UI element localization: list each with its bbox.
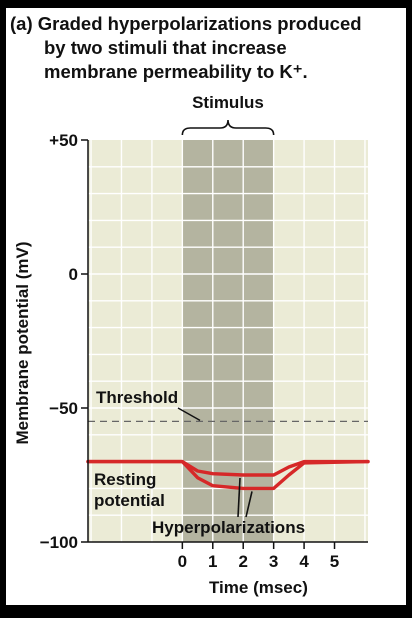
x-tick-labels: 0 1 2 3 4 5 [178,552,340,571]
y-axis-label: Membrane potential (mV) [13,241,32,444]
x-tick-label: 0 [178,552,187,571]
series-layer [86,459,370,491]
y-tick-label: −50 [49,399,78,418]
x-tick-label: 4 [299,552,309,571]
chart-title-line-2: by two stimuli that increase [44,37,287,58]
resting-label-line-1: Resting [94,470,156,489]
y-tick-labels: +50 0 −50 −100 [40,131,78,552]
series-line-2 [86,459,370,491]
chart-title-line-1: (a) Graded hyperpolarizations produced [10,13,362,34]
resting-label-line-2: potential [94,491,165,510]
hyperpolarizations-label: Hyperpolarizations [152,518,305,537]
stimulus-band [182,140,274,542]
x-tick-label: 5 [330,552,339,571]
stimulus-label: Stimulus [192,93,264,112]
hyperpolarization-pointer-2 [245,491,253,518]
stimulus-brace [181,119,275,136]
y-tick-label: +50 [49,131,78,150]
x-tick-label: 2 [238,552,247,571]
x-tick-label: 3 [269,552,278,571]
grid-lines [88,140,368,542]
y-tick-label: 0 [69,265,78,284]
x-axis-label: Time (msec) [209,578,308,597]
series-line-1 [86,459,370,477]
hyperpolarization-pointer-1 [237,477,241,518]
threshold-label: Threshold [96,388,178,407]
axes [81,139,368,549]
chart-title-line-3: membrane permeability to K⁺. [44,61,308,82]
hyperpolarization-chart: (a) Graded hyperpolarizations produced b… [10,13,370,597]
y-tick-label: −100 [40,533,78,552]
threshold-pointer [177,407,201,422]
x-tick-label: 1 [208,552,217,571]
figure-panel: (a) Graded hyperpolarizations produced b… [6,8,406,605]
